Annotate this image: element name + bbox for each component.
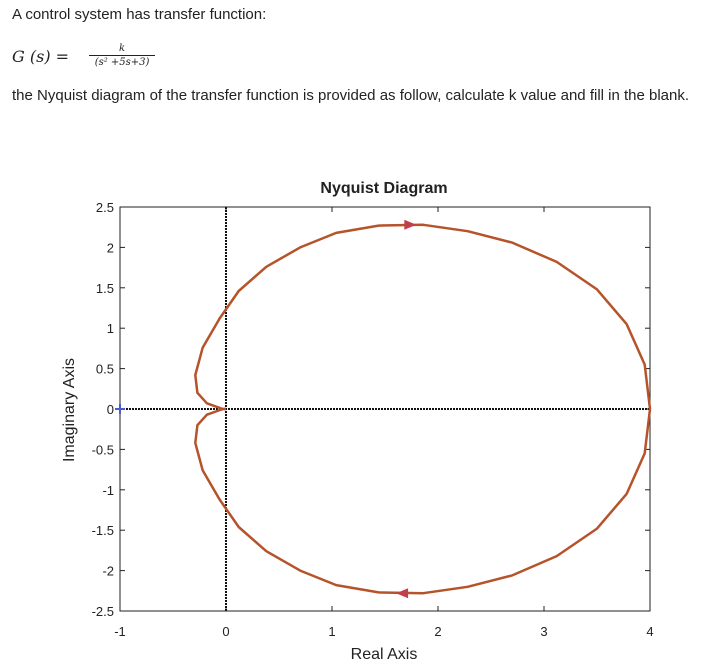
chart-title: Nyquist Diagram bbox=[320, 180, 447, 197]
y-tick-label: 0.5 bbox=[96, 362, 114, 377]
x-tick-labels: -1 0 1 2 3 4 bbox=[114, 624, 653, 639]
question-intro: A control system has transfer function: bbox=[12, 6, 267, 23]
y-axis-label: Imaginary Axis bbox=[61, 358, 78, 462]
formula-denominator: (s² +5s+3) bbox=[94, 57, 150, 68]
y-tick-labels: 2.5 2 1.5 1 0.5 0 -0.5 -1 -1.5 -2 -2.5 bbox=[92, 200, 114, 619]
y-tick-label: 2.5 bbox=[96, 200, 114, 215]
x-tick-label: -1 bbox=[114, 624, 126, 639]
formula-fraction: k (s² +5s+3) bbox=[89, 43, 156, 69]
y-tick-label: 2 bbox=[107, 240, 114, 255]
y-tick-label: -1 bbox=[102, 483, 114, 498]
nyquist-curve-upper bbox=[194, 223, 652, 411]
x-tick-label: 1 bbox=[328, 624, 335, 639]
reference-lines bbox=[120, 207, 650, 611]
direction-arrow bbox=[404, 219, 417, 230]
y-tick-label: -2 bbox=[102, 564, 114, 579]
x-tick-label: 0 bbox=[222, 624, 229, 639]
fraction-bar bbox=[89, 55, 156, 56]
y-tick-label: -2.5 bbox=[92, 604, 114, 619]
y-tick-label: 1 bbox=[107, 321, 114, 336]
x-tick-label: 2 bbox=[434, 624, 441, 639]
x-tick-label: 4 bbox=[646, 624, 653, 639]
nyquist-curves bbox=[194, 223, 652, 595]
question-text: the Nyquist diagram of the transfer func… bbox=[12, 87, 690, 104]
y-tick-label: -1.5 bbox=[92, 523, 114, 538]
formula-lhs: G (s) = bbox=[12, 46, 70, 66]
y-tick-label: 0 bbox=[107, 402, 114, 417]
y-tick-label: -0.5 bbox=[92, 442, 114, 457]
direction-arrows bbox=[396, 219, 417, 599]
critical-point-markers bbox=[115, 404, 125, 414]
y-tick-label: 1.5 bbox=[96, 281, 114, 296]
formula-numerator: k bbox=[119, 43, 126, 54]
transfer-function-formula: G (s) = k (s² +5s+3) bbox=[12, 38, 156, 74]
x-tick-label: 3 bbox=[540, 624, 547, 639]
direction-arrow bbox=[396, 588, 409, 599]
nyquist-curve-lower bbox=[194, 407, 652, 595]
critical-point-marker bbox=[115, 404, 125, 414]
x-axis-label: Real Axis bbox=[351, 646, 418, 663]
